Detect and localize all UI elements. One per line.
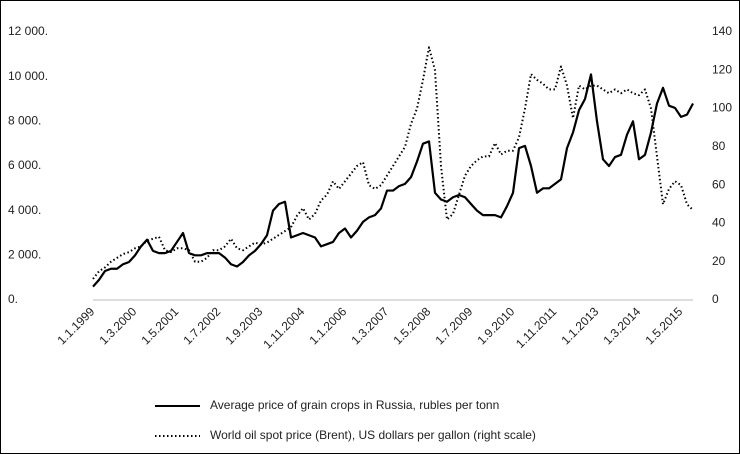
y-tick-label: 10 000. (8, 69, 48, 83)
series-line (92, 73, 694, 288)
y-tick-label: 12 000. (8, 24, 48, 38)
y-tick-label: 6 000. (8, 158, 41, 172)
y2-tick-label: 60 (712, 177, 726, 191)
y-tick-label: 8 000. (8, 114, 41, 128)
y2-tick-label: 0 (712, 292, 719, 306)
y2-tick-label: 120 (712, 62, 732, 76)
series-line (92, 46, 694, 280)
y2-tick-label: 20 (712, 254, 726, 268)
y2-tick-label: 40 (712, 216, 726, 230)
y2-tick-label: 140 (712, 24, 732, 38)
legend-label: Average price of grain crops in Russia, … (210, 398, 499, 412)
y-tick-label: 2 000. (8, 248, 41, 262)
legend-label: World oil spot price (Brent), US dollars… (210, 428, 536, 442)
y2-tick-label: 100 (712, 101, 732, 115)
y-tick-label: 4 000. (8, 203, 41, 217)
y-tick-label: 0. (8, 292, 18, 306)
y2-tick-label: 80 (712, 139, 726, 153)
